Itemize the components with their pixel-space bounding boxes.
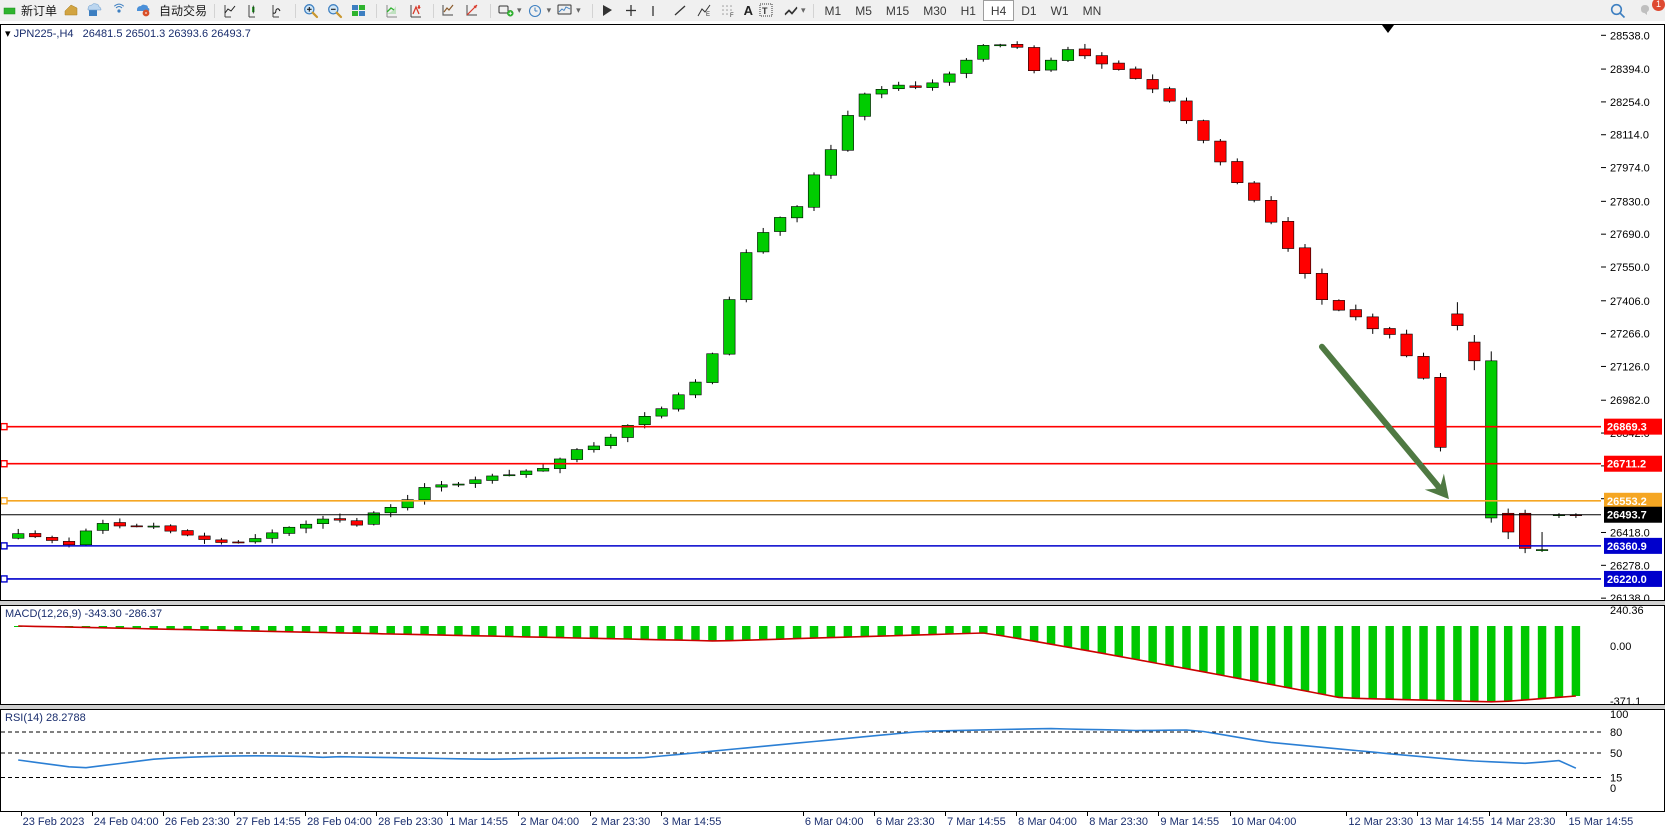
svg-text:0: 0 (1610, 783, 1616, 795)
svg-text:26711.2: 26711.2 (1607, 459, 1646, 471)
svg-text:27974.0: 27974.0 (1610, 163, 1650, 175)
svg-text:26418.0: 26418.0 (1610, 527, 1650, 539)
svg-text:80: 80 (1610, 727, 1622, 739)
svg-text:27126.0: 27126.0 (1610, 361, 1650, 373)
svg-text:50: 50 (1610, 748, 1622, 760)
svg-text:27830.0: 27830.0 (1610, 196, 1650, 208)
svg-text:28394.0: 28394.0 (1610, 64, 1650, 76)
svg-text:T: T (762, 6, 768, 16)
svg-text:28254.0: 28254.0 (1610, 97, 1650, 109)
svg-text:0.00: 0.00 (1610, 641, 1631, 653)
svg-text:100: 100 (1610, 710, 1628, 721)
svg-text:E: E (706, 12, 710, 18)
svg-text:26982.0: 26982.0 (1610, 395, 1650, 407)
svg-text:26360.9: 26360.9 (1607, 541, 1647, 553)
svg-text:26553.2: 26553.2 (1607, 496, 1647, 508)
svg-text:28538.0: 28538.0 (1610, 30, 1650, 42)
svg-text:F: F (730, 13, 734, 19)
svg-text:26869.3: 26869.3 (1607, 422, 1647, 434)
svg-text:27550.0: 27550.0 (1610, 262, 1650, 274)
svg-text:240.36: 240.36 (1610, 606, 1644, 617)
svg-text:26138.0: 26138.0 (1610, 593, 1650, 601)
svg-text:26278.0: 26278.0 (1610, 560, 1650, 572)
svg-text:26220.0: 26220.0 (1607, 574, 1647, 586)
svg-text:27406.0: 27406.0 (1610, 296, 1650, 308)
svg-text:26493.7: 26493.7 (1607, 510, 1647, 522)
svg-text:27266.0: 27266.0 (1610, 329, 1650, 341)
svg-text:28114.0: 28114.0 (1610, 130, 1649, 142)
svg-text:-371.1: -371.1 (1610, 696, 1641, 705)
svg-text:27690.0: 27690.0 (1610, 229, 1650, 241)
